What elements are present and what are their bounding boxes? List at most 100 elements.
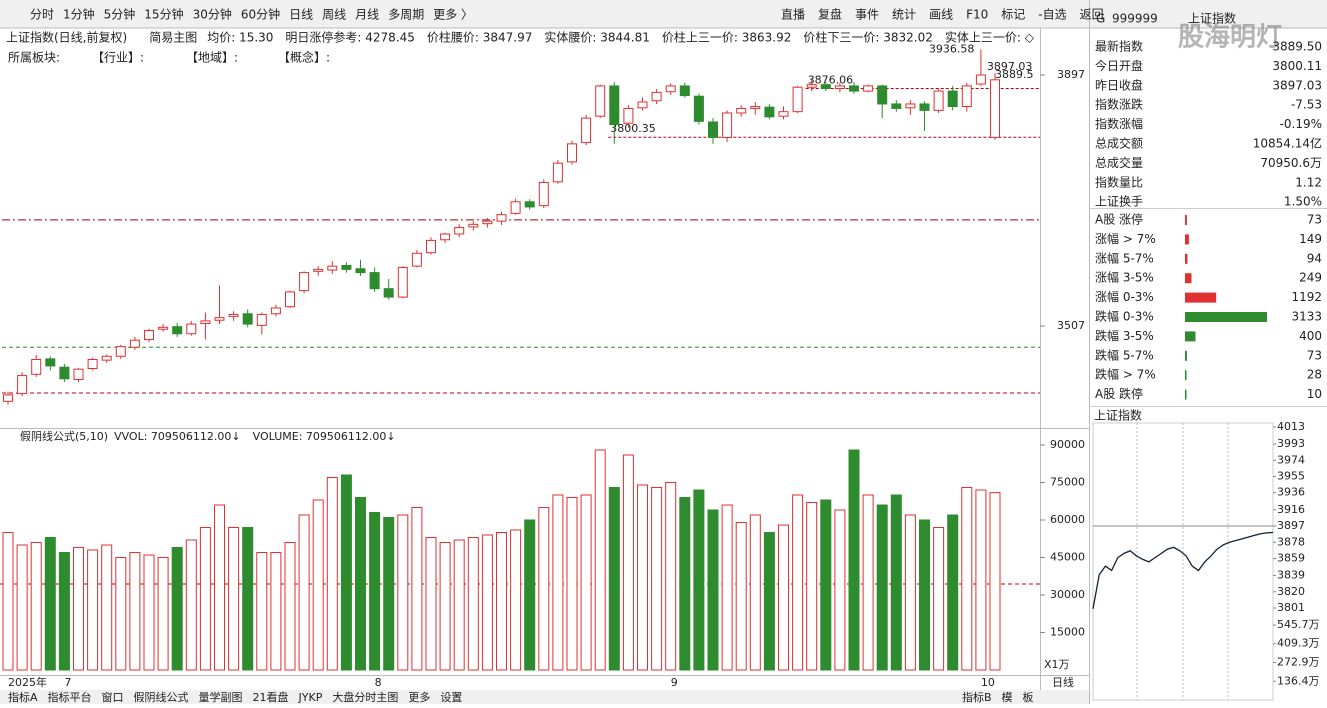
candle-body (341, 265, 352, 270)
breadth-label: A股 跌停 (1095, 386, 1143, 401)
stat-label: 指数涨幅 (1095, 116, 1143, 131)
bottom-tab[interactable]: 指标B (962, 690, 992, 704)
period-tab[interactable]: 60分钟 (241, 7, 280, 22)
candle-body (905, 103, 916, 109)
bottom-tab[interactable]: 21看盘 (253, 690, 289, 704)
candle-body (637, 101, 648, 109)
bottom-tab[interactable]: 指标平台 (48, 690, 92, 704)
period-tab[interactable]: 周线 (322, 8, 346, 22)
period-tab[interactable]: 更多 〉 (433, 8, 473, 22)
candle-body (891, 103, 902, 109)
stat-value: 70950.6万 (1260, 156, 1322, 170)
x-tick-label: 10 (981, 676, 995, 689)
period-tab[interactable]: 多周期 (388, 8, 424, 22)
tool-button[interactable]: 画线 (929, 8, 953, 22)
volume-bar (185, 539, 197, 671)
stat-label: 上证换手 (1095, 195, 1143, 209)
bottom-tab[interactable]: 设置 (440, 691, 462, 704)
stat-value: 3889.50 (1272, 40, 1322, 54)
metric: 价柱下三一价: 3832.02 (803, 30, 932, 45)
candle-body (510, 201, 521, 214)
volume-bar (806, 502, 818, 671)
breadth-bar (1185, 331, 1196, 342)
volume-bar (919, 519, 930, 671)
tool-button[interactable]: 复盘 (818, 7, 842, 22)
tool-button[interactable]: F10 (966, 8, 988, 22)
tool-button[interactable]: 统计 (892, 8, 916, 22)
breadth-label: 涨幅 3-5% (1095, 270, 1154, 285)
candle-body (383, 288, 394, 298)
period-tab[interactable]: 日线 (289, 8, 313, 22)
toolbar-bg (0, 0, 1327, 28)
bottom-tab[interactable]: 板 (1023, 690, 1034, 704)
volume-bar (326, 477, 338, 671)
mini-tick-label: 3801 (1277, 601, 1305, 614)
tool-button[interactable]: 事件 (855, 8, 879, 22)
reference-label: 3876.06 (808, 73, 854, 86)
bottom-tab[interactable]: 假阴线公式 (134, 690, 189, 704)
volume-bar (763, 532, 775, 671)
volume-bar (312, 499, 324, 671)
bottom-tab[interactable]: 指标A (8, 690, 38, 704)
candle-body (313, 268, 324, 272)
stat-value: 3800.11 (1272, 59, 1322, 73)
bottom-tab[interactable]: 量学副图 (199, 690, 243, 704)
bottom-tab[interactable]: 窗口 (102, 690, 124, 704)
period-tab[interactable]: 月线 (355, 8, 379, 22)
mini-vtick-label: 136.4万 (1277, 674, 1320, 687)
volume-bar (453, 539, 465, 671)
tool-button[interactable]: 直播 (781, 8, 805, 22)
code: 999999 (1112, 12, 1158, 26)
y-tick-label: 3507 (1057, 319, 1085, 332)
candle-body (45, 358, 56, 367)
tool-button[interactable]: 返回 (1080, 8, 1104, 22)
volume-bar (87, 549, 99, 671)
mini-tick-label: 3820 (1277, 585, 1305, 598)
candle-body (919, 103, 930, 111)
breadth-value: 28 (1307, 368, 1322, 382)
bottom-tab[interactable]: 模 (1002, 691, 1013, 704)
volume-bar (834, 509, 846, 671)
candle-body (722, 112, 733, 138)
candle-body (806, 84, 817, 88)
volume-bar (115, 557, 127, 671)
mini-tick-label: 3955 (1277, 470, 1305, 483)
tool-button[interactable]: -自选 (1038, 8, 1066, 22)
mini-tick-label: 4013 (1277, 420, 1305, 433)
breadth-label: 涨幅 0-3% (1095, 289, 1154, 304)
metric: 均价: 15.30 (207, 31, 273, 45)
volume-bar (876, 504, 888, 671)
volume-bar (411, 507, 423, 671)
candle-body (933, 90, 944, 111)
metric: 明日涨停参考: 4278.45 (285, 30, 414, 45)
period-label: 日线 (1052, 675, 1074, 689)
period-tab[interactable]: 15分钟 (144, 7, 183, 22)
period-tab[interactable]: 分时 (30, 8, 54, 22)
bottom-tab[interactable]: 大盘分时主图 (332, 690, 398, 704)
price-label: 3936.58 (929, 43, 975, 56)
candle-body (961, 85, 972, 108)
candle-body (31, 358, 42, 375)
candle-body (115, 346, 126, 357)
candle-body (538, 181, 549, 207)
candle-body (200, 320, 211, 324)
period-tab[interactable]: 5分钟 (104, 7, 136, 22)
breadth-value: 400 (1299, 329, 1322, 343)
volume-bar (467, 537, 479, 671)
candle-body (623, 107, 634, 124)
period-tab[interactable]: 30分钟 (193, 7, 232, 22)
volume-bar (947, 514, 959, 671)
volume-bar (298, 514, 310, 671)
volume-bar (524, 519, 536, 671)
period-tab[interactable]: 1分钟 (63, 7, 95, 22)
breadth-bar (1185, 273, 1192, 284)
candle-body (552, 162, 563, 183)
bottom-tab[interactable]: JYKP (298, 691, 323, 704)
metric: 实体上三一价: ◇ (945, 30, 1035, 45)
bottom-tab[interactable]: 更多 (408, 690, 430, 704)
volume-bar (510, 529, 522, 671)
breadth-label: A股 涨停 (1095, 212, 1143, 227)
volume-bar (355, 497, 366, 671)
tool-button[interactable]: 标记 (1001, 8, 1025, 22)
